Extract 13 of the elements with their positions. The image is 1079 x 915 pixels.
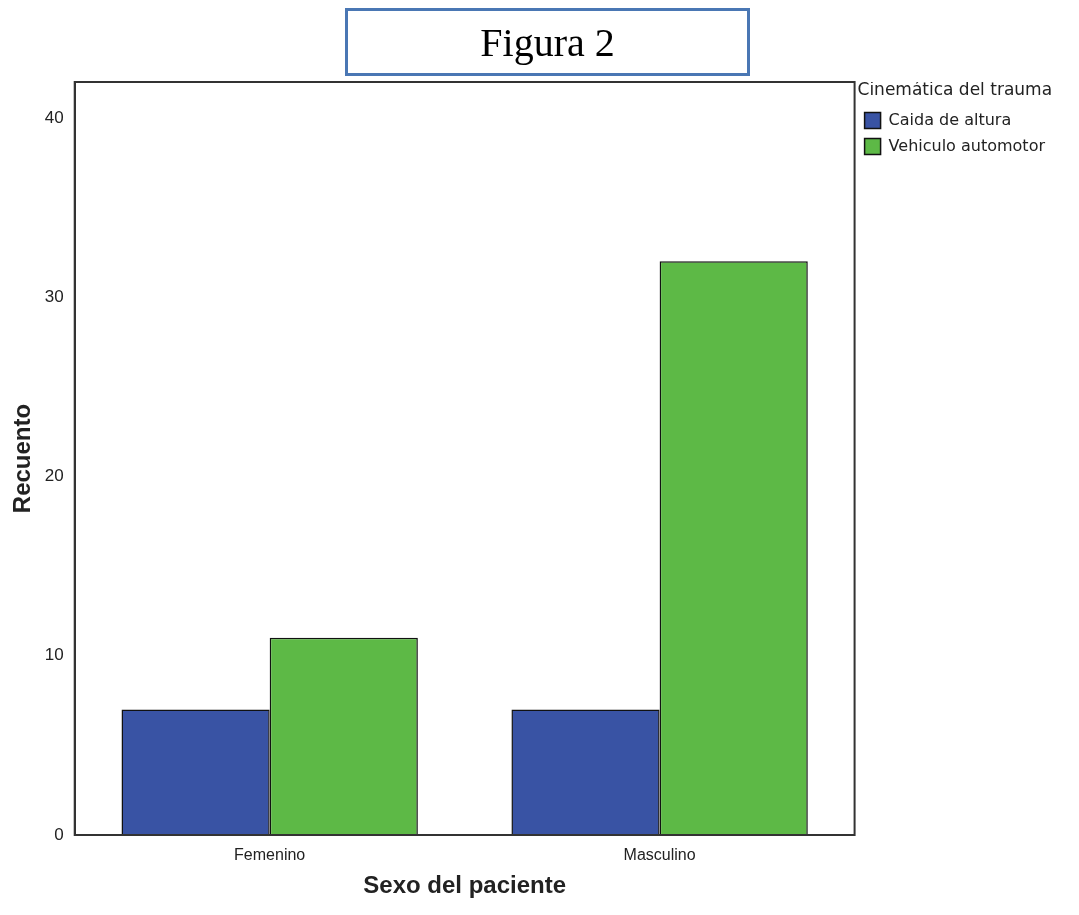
legend-label: Vehiculo automotor: [888, 135, 1046, 155]
y-axis-title: Recuento: [8, 403, 36, 514]
y-tick-label: 40: [44, 107, 64, 127]
y-tick-label: 30: [44, 286, 64, 306]
x-axis-title: Sexo del paciente: [363, 871, 567, 899]
legend-label: Caida de altura: [888, 109, 1012, 129]
x-tick-label: Masculino: [623, 846, 696, 864]
chart-title: Figura 2: [345, 8, 750, 76]
y-tick-label: 20: [44, 466, 64, 486]
y-tick-label: 0: [54, 824, 64, 844]
legend-title: Cinemática del trauma: [857, 78, 1053, 99]
y-tick-label: 10: [44, 645, 64, 665]
x-tick-label: Femenino: [234, 846, 306, 864]
